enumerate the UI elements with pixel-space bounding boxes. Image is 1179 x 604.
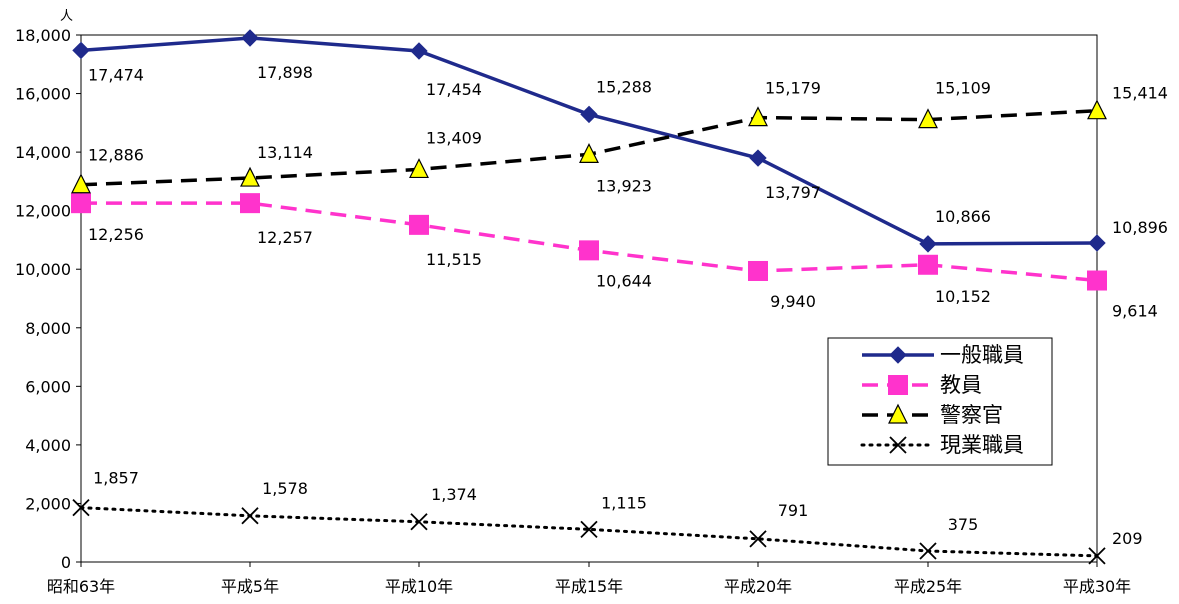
data-label: 9,940 [770,292,816,311]
data-label: 1,857 [93,469,139,488]
data-label: 15,109 [935,79,991,98]
data-label: 17,474 [88,65,144,84]
data-label: 10,866 [935,207,991,226]
data-point-marker [918,254,938,275]
data-label: 12,886 [88,146,144,165]
x-tick-label: 平成25年 [894,577,962,596]
data-point-marker [1087,99,1107,120]
data-point-marker [1088,547,1106,565]
data-point-marker [579,143,599,163]
data-point-marker [1088,234,1106,252]
data-label: 9,614 [1112,302,1158,321]
data-point-marker [749,149,767,167]
y-tick-label: 16,000 [15,85,71,104]
data-label: 15,288 [596,77,652,96]
data-point-marker [749,530,767,548]
data-label: 791 [778,501,809,520]
data-point-marker [409,214,429,235]
y-tick-label: 6,000 [25,377,71,396]
x-tick-label: 平成30年 [1063,577,1131,596]
data-label: 10,152 [935,287,991,306]
data-point-marker [580,105,598,124]
data-label: 1,374 [431,485,477,504]
data-label: 17,454 [426,80,482,99]
y-tick-label: 18,000 [15,26,71,45]
data-point-marker [71,193,91,214]
data-point-marker [1087,270,1107,291]
x-tick-label: 平成5年 [221,577,279,596]
data-point-marker [580,520,598,538]
y-tick-label: 12,000 [15,202,71,221]
legend-marker [888,375,908,395]
x-tick-label: 平成15年 [555,577,623,596]
data-point-marker [240,166,260,187]
data-label: 15,414 [1112,84,1168,103]
data-point-marker [241,29,259,47]
data-point-marker [72,498,90,517]
data-point-marker [748,106,768,127]
legend-marker [889,436,907,454]
legend-marker [889,346,907,364]
data-label: 11,515 [426,250,482,269]
y-tick-label: 10,000 [15,260,71,279]
data-label: 13,797 [765,183,821,202]
data-label: 13,409 [426,128,482,147]
data-point-marker [579,240,599,261]
data-label: 15,179 [765,79,821,98]
data-label: 10,896 [1112,218,1168,237]
data-point-marker [748,260,768,281]
series-markers [71,29,1107,565]
x-tick-label: 昭和63年 [47,577,115,596]
data-point-marker [240,193,260,214]
legend-box [827,337,1053,466]
data-point-marker [71,173,91,194]
y-tick-label: 14,000 [15,143,71,162]
data-label: 375 [948,515,979,534]
x-tick-label: 平成20年 [724,577,792,596]
data-point-marker [72,41,90,60]
data-label: 17,898 [257,63,313,82]
data-label: 12,256 [88,225,144,244]
data-label: 1,578 [262,479,308,498]
data-point-marker [241,507,259,525]
data-point-marker [409,158,429,179]
y-tick-label: 2,000 [25,494,71,513]
y-unit-label: 人 [60,9,73,24]
y-axis: 0 2,000 4,000 6,000 8,000 10,000 12,000 14,000 1… [15,26,81,572]
legend-label: 現業職員 [940,433,1024,457]
data-point-marker [918,108,938,129]
x-axis: 昭和63年 平成5年 平成10年 平成15年 平成20年 平成25年 平成30年 [47,562,1131,596]
legend-marker [888,403,908,424]
data-label: 13,114 [257,143,313,162]
legend-label: 警察官 [940,403,1003,427]
y-tick-label: 0 [61,553,71,572]
data-label: 12,257 [257,228,313,247]
legend-label: 一般職員 [940,343,1024,367]
data-label: 13,923 [596,176,652,195]
y-tick-label: 8,000 [25,319,71,338]
data-point-marker [410,513,428,531]
legend-label: 教員 [940,373,982,397]
data-point-marker [410,42,428,60]
x-tick-label: 平成10年 [385,577,453,596]
y-tick-label: 4,000 [25,436,71,455]
data-label: 1,115 [601,493,647,512]
data-labels: 17,474 17,898 17,454 15,288 13,797 10,866 10,8… [88,63,1168,548]
data-label: 10,644 [596,271,652,290]
data-point-marker [919,542,937,560]
data-point-marker [919,235,937,253]
data-label: 209 [1112,529,1143,548]
